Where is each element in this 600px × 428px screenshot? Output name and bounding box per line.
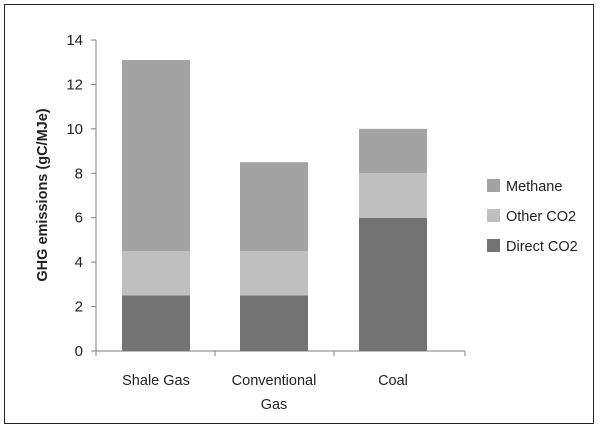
y-tick-label: 14 — [66, 32, 83, 49]
legend-swatch — [487, 179, 500, 192]
bar-segment-methane — [240, 162, 308, 252]
legend-label: Methane — [506, 179, 562, 195]
y-axis-title: GHG emissions (gC/MJe) — [35, 108, 51, 281]
x-category-label: Conventional — [232, 373, 317, 389]
bar-segment-methane — [359, 128, 427, 174]
y-tick-label: 12 — [66, 76, 83, 93]
y-tick-label: 8 — [75, 165, 83, 182]
y-tick-label: 4 — [75, 254, 83, 271]
x-category-label: Gas — [261, 397, 288, 413]
y-tick-label: 2 — [75, 299, 83, 316]
x-category-label: Coal — [378, 373, 408, 389]
bar-segment-direct-co2 — [240, 295, 308, 351]
legend-label: Other CO2 — [506, 209, 576, 225]
y-tick-label: 6 — [75, 210, 83, 227]
bar-segment-direct-co2 — [359, 217, 427, 351]
legend-swatch — [487, 239, 500, 252]
bar-segment-other-co2 — [122, 251, 190, 296]
x-category-label: Shale Gas — [122, 373, 190, 389]
y-tick-label: 10 — [66, 121, 83, 138]
legend-label: Direct CO2 — [506, 239, 578, 255]
bar-segment-direct-co2 — [122, 295, 190, 351]
bar-segment-other-co2 — [359, 173, 427, 218]
legend-swatch — [487, 209, 500, 222]
bar-segment-other-co2 — [240, 251, 308, 296]
bar-segment-methane — [122, 59, 190, 252]
y-tick-label: 0 — [75, 343, 83, 360]
